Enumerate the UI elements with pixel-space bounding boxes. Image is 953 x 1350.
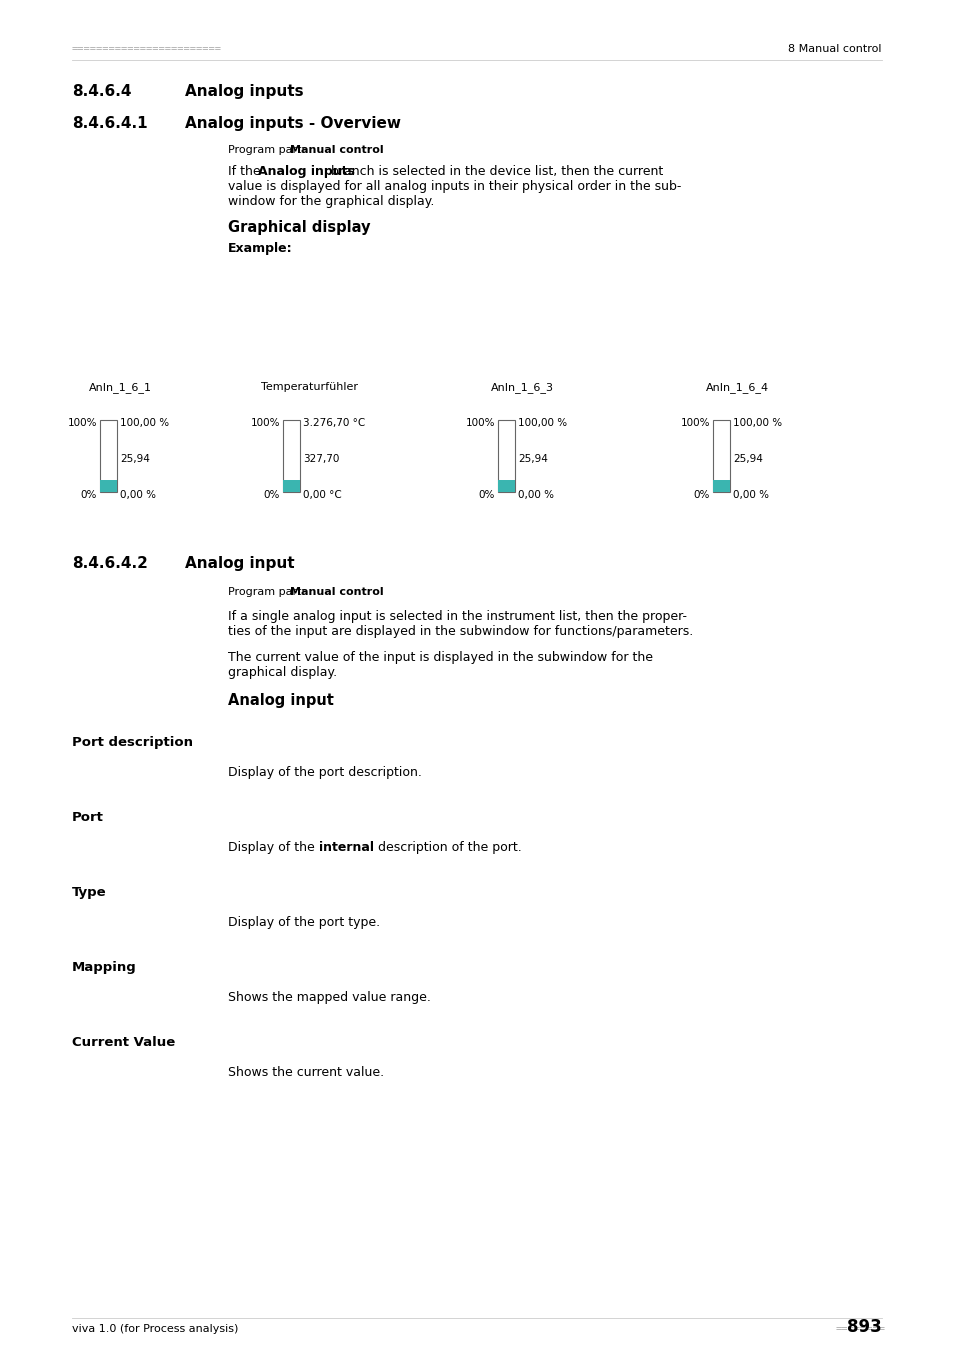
Text: AnIn_1_6_4: AnIn_1_6_4 [704,382,768,393]
Text: 100%: 100% [679,418,709,428]
Text: viva 1.0 (for Process analysis): viva 1.0 (for Process analysis) [71,1324,238,1334]
Text: 100,00 %: 100,00 % [732,418,781,428]
Text: Manual control: Manual control [290,587,383,597]
Text: window for the graphical display.: window for the graphical display. [228,194,434,208]
Bar [283,481,299,491]
Text: Program part:: Program part: [228,144,309,155]
Text: Mapping: Mapping [71,961,136,973]
Text: ========================: ======================== [71,45,222,54]
Text: If a single analog input is selected in the instrument list, then the proper-: If a single analog input is selected in … [228,610,686,622]
Bar [100,481,117,491]
Text: AnIn_1_6_1: AnIn_1_6_1 [89,382,152,393]
Text: AnIn_1_6_3: AnIn_1_6_3 [490,382,553,393]
Text: Analog inputs - Overview: Analog inputs - Overview [185,116,400,131]
Text: 0,00 %: 0,00 % [732,490,768,500]
Text: Display of the port type.: Display of the port type. [228,917,379,929]
Text: Type: Type [71,886,107,899]
Text: Shows the mapped value range.: Shows the mapped value range. [228,991,431,1004]
Text: 100%: 100% [251,418,280,428]
Text: 25,94: 25,94 [517,454,547,464]
Text: 100,00 %: 100,00 % [517,418,566,428]
Text: 893: 893 [846,1318,882,1336]
Text: 8.4.6.4: 8.4.6.4 [71,84,132,99]
Text: Analog input: Analog input [185,556,294,571]
Text: 8.4.6.4.2: 8.4.6.4.2 [71,556,148,571]
Text: 25,94: 25,94 [120,454,150,464]
Text: Analog inputs: Analog inputs [257,165,355,178]
Bar [712,420,729,491]
Text: Shows the current value.: Shows the current value. [228,1066,384,1079]
Bar [497,420,515,491]
Text: Program part:: Program part: [228,587,309,597]
Text: Analog inputs: Analog inputs [185,84,303,99]
Text: 0,00 %: 0,00 % [120,490,156,500]
Text: 0%: 0% [478,490,495,500]
Text: 25,94: 25,94 [732,454,762,464]
Text: 100%: 100% [465,418,495,428]
Bar [100,420,117,491]
Text: Example:: Example: [228,242,293,255]
Text: 8 Manual control: 8 Manual control [788,45,882,54]
Text: 100,00 %: 100,00 % [120,418,169,428]
Text: 0%: 0% [81,490,97,500]
Text: The current value of the input is displayed in the subwindow for the: The current value of the input is displa… [228,651,652,664]
Text: Manual control: Manual control [290,144,383,155]
Bar [712,481,729,491]
Text: Port description: Port description [71,736,193,749]
Text: Analog input: Analog input [228,693,334,707]
Text: ties of the input are displayed in the subwindow for functions/parameters.: ties of the input are displayed in the s… [228,625,693,639]
Text: Display of the: Display of the [228,841,318,855]
Text: graphical display.: graphical display. [228,666,336,679]
Text: internal: internal [318,841,374,855]
Bar [283,420,299,491]
Text: Graphical display: Graphical display [228,220,370,235]
Text: 3.276,70 °C: 3.276,70 °C [303,418,365,428]
Text: value is displayed for all analog inputs in their physical order in the sub-: value is displayed for all analog inputs… [228,180,680,193]
Text: description of the port.: description of the port. [374,841,521,855]
Text: 8.4.6.4.1: 8.4.6.4.1 [71,116,148,131]
Text: 0%: 0% [263,490,280,500]
Text: Port: Port [71,811,104,824]
Text: Current Value: Current Value [71,1035,175,1049]
Text: Display of the port description.: Display of the port description. [228,765,421,779]
Bar [497,481,515,491]
Text: branch is selected in the device list, then the current: branch is selected in the device list, t… [327,165,662,178]
Text: 0,00 °C: 0,00 °C [303,490,341,500]
Text: 100%: 100% [68,418,97,428]
Text: If the: If the [228,165,264,178]
Text: ========: ======== [835,1324,885,1334]
Text: 0%: 0% [693,490,709,500]
Text: 327,70: 327,70 [303,454,339,464]
Text: 0,00 %: 0,00 % [517,490,554,500]
Text: Temperaturfühler: Temperaturfühler [261,382,358,391]
